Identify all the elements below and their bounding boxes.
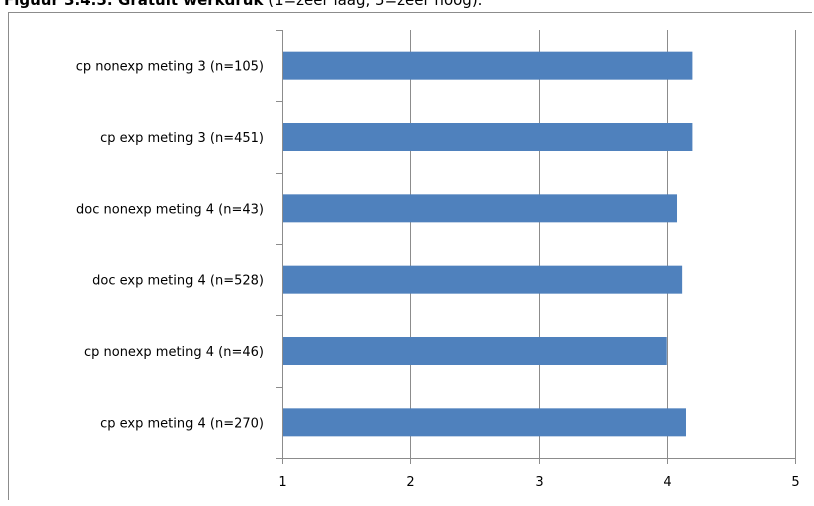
y-category-label-5: cp nonexp meting 4 (n=46) — [84, 345, 264, 360]
axes — [276, 30, 796, 464]
bar-6 — [283, 408, 686, 437]
labels: 1 2 3 4 5 cp nonexp meting 3 (n=105) cp exp me… — [76, 60, 800, 490]
bars — [283, 51, 693, 437]
bar-1 — [283, 51, 693, 80]
y-category-label-3: doc nonexp meting 4 (n=43) — [76, 202, 264, 217]
bar-2 — [283, 123, 693, 151]
x-tick-label-5: 5 — [791, 475, 799, 490]
x-tick-label-2: 2 — [406, 475, 414, 490]
y-category-label-4: doc exp meting 4 (n=528) — [92, 274, 264, 289]
figure-caption: Figuur 3.4.5: Gratuit werkdruk (1=zeer l… — [4, 0, 814, 15]
figure-caption-scale: (1=zeer laag, 5=zeer hoog). — [263, 0, 483, 9]
chart-frame — [8, 12, 812, 500]
y-category-label-2: cp exp meting 3 (n=451) — [100, 131, 264, 146]
x-tick-label-1: 1 — [278, 475, 286, 490]
y-category-label-1: cp nonexp meting 3 (n=105) — [76, 60, 264, 75]
gridlines — [410, 30, 796, 458]
y-category-label-6: cp exp meting 4 (n=270) — [100, 416, 264, 431]
figure-caption-title: Figuur 3.4.5: Gratuit werkdruk — [4, 0, 264, 9]
x-tick-label-3: 3 — [535, 475, 543, 490]
x-tick-label-4: 4 — [663, 475, 671, 490]
bar-5 — [283, 337, 667, 365]
bar-4 — [283, 265, 683, 294]
bar-3 — [283, 194, 678, 223]
